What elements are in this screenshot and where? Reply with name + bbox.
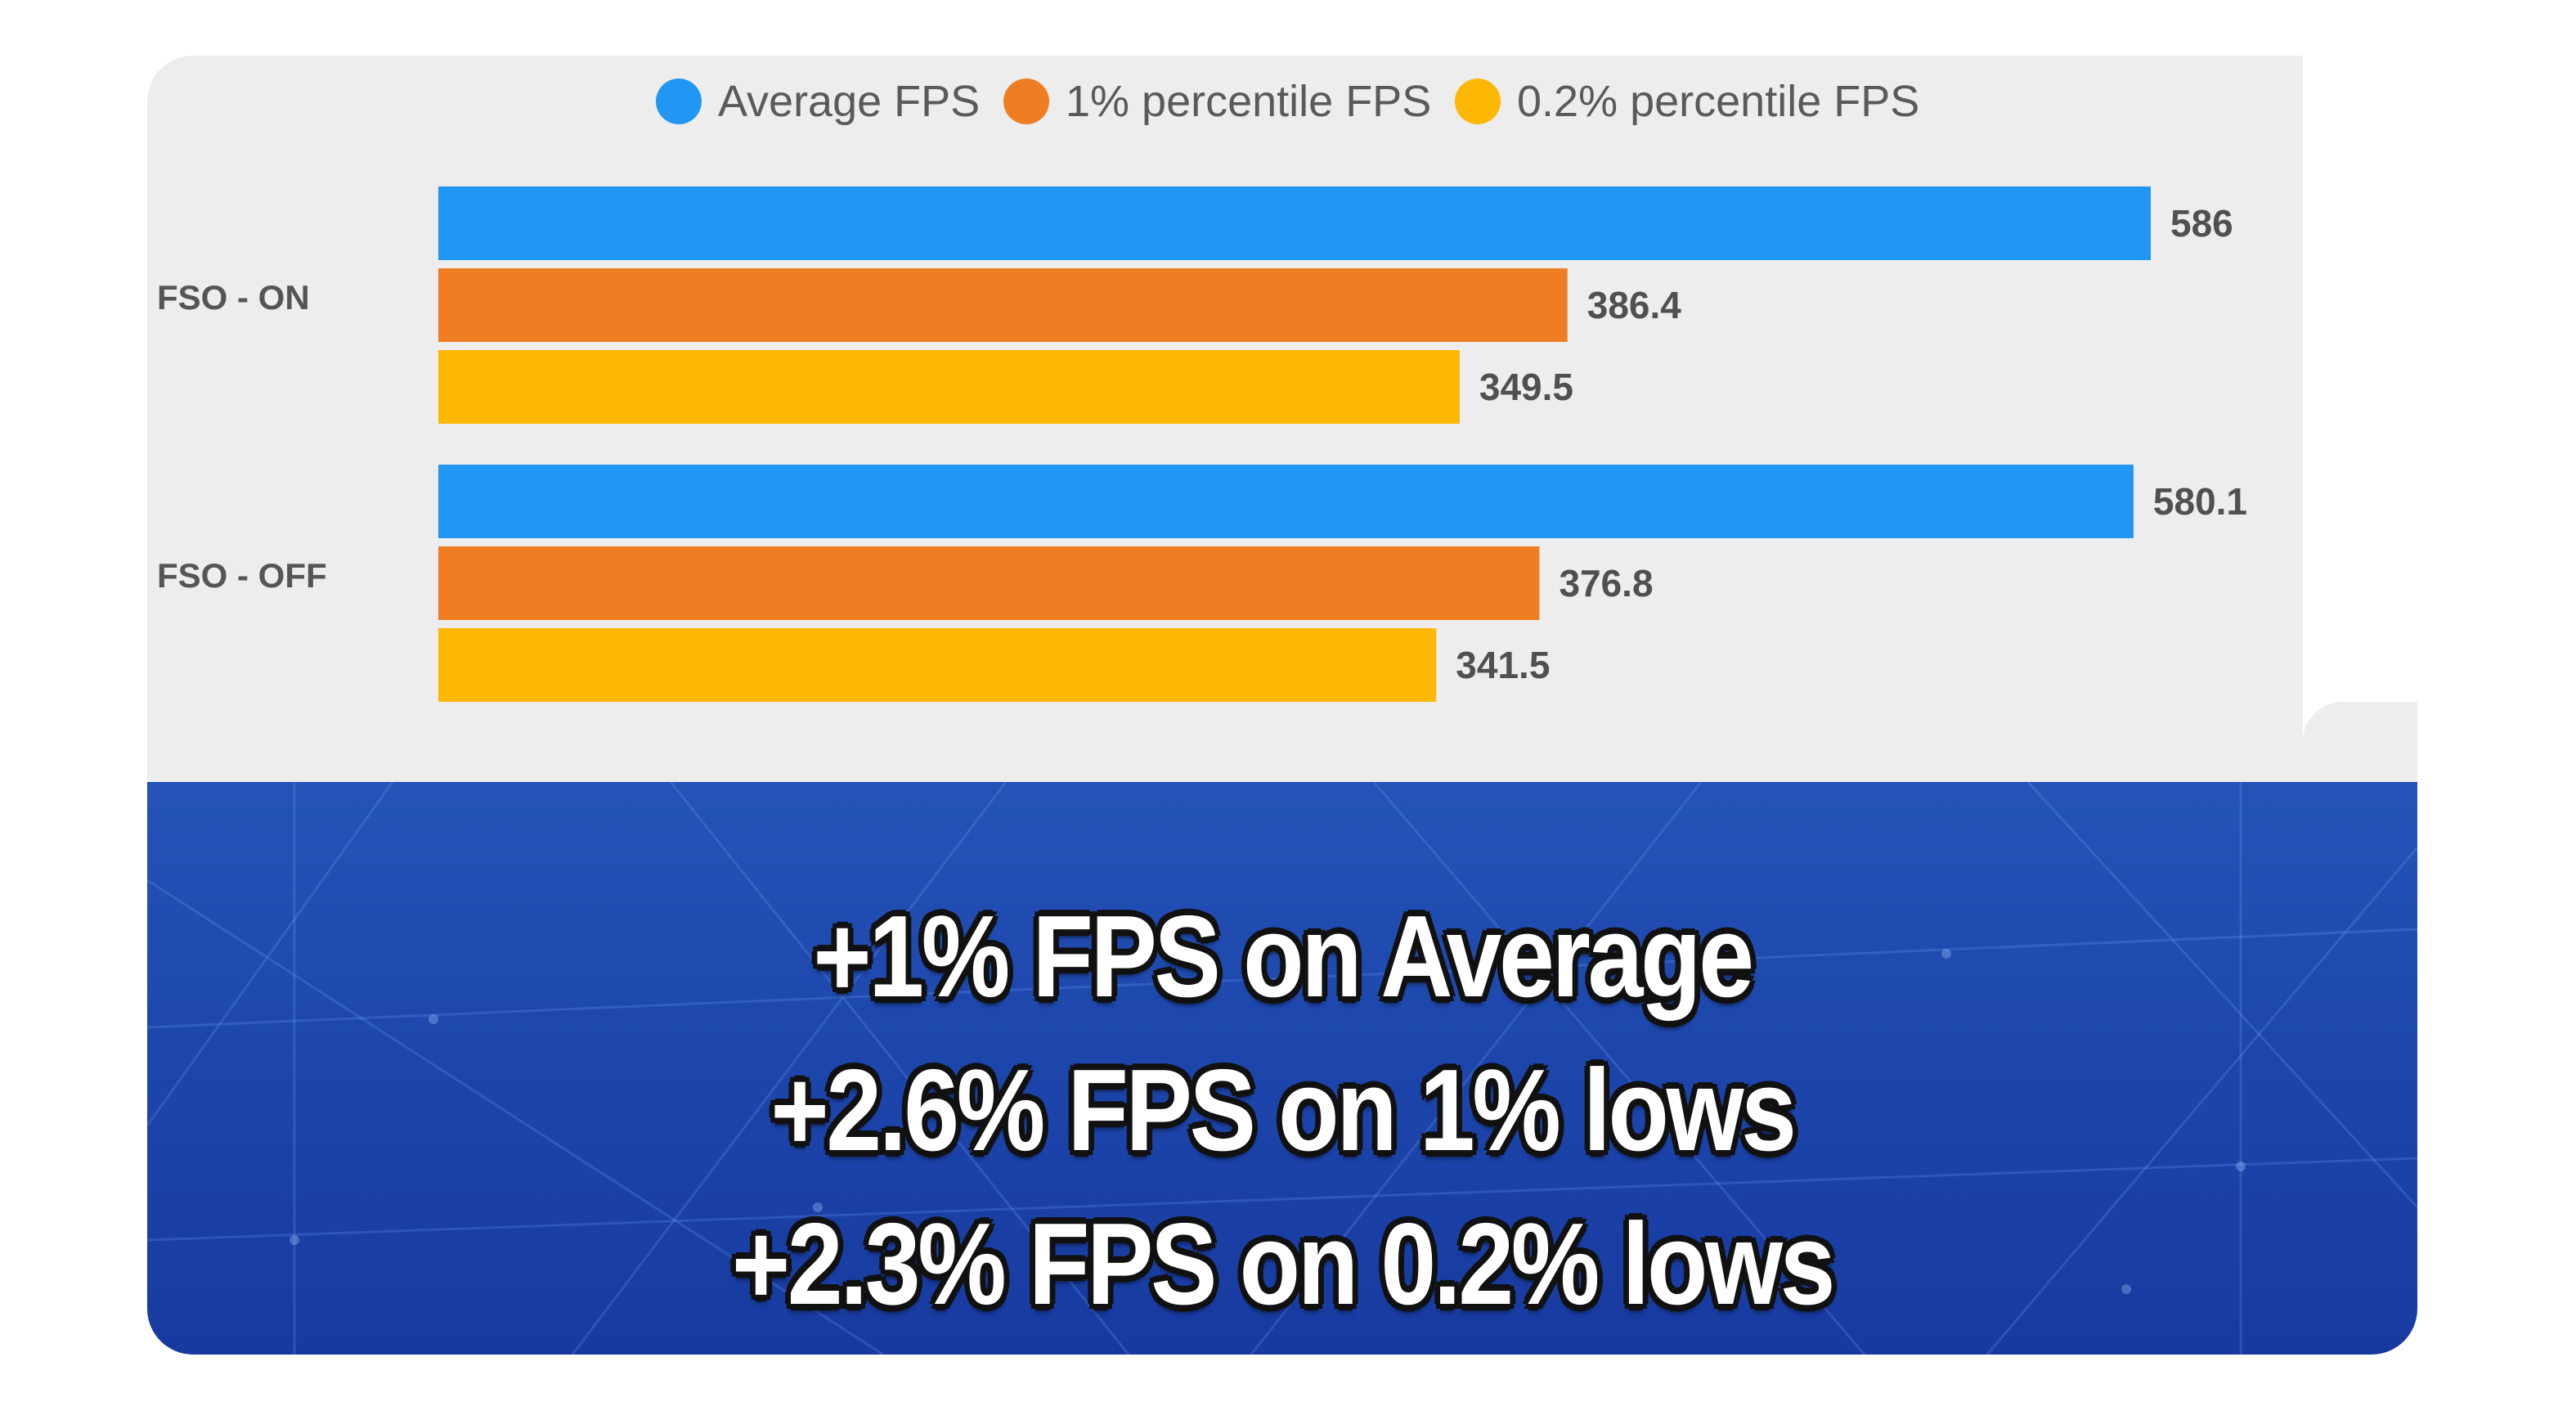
legend-marker-1-percentile-fps <box>1003 79 1049 124</box>
value-label-fso-on-0-2-percentile-fps: 349.5 <box>1479 366 1573 408</box>
legend-label-0-2-percentile-fps: 0.2% percentile FPS <box>1517 77 1919 126</box>
category-label-fso-off: FSO - OFF <box>157 556 327 595</box>
bar-fso-on-1-percentile-fps <box>438 268 1568 342</box>
banner-line-1pct-lows: +2.6% FPS on 1% lows <box>770 1045 1797 1175</box>
banner-line-average: +1% FPS on Average <box>813 892 1754 1022</box>
bar-chart: Average FPS 1% percentile FPS 0.2% percent… <box>157 77 2247 702</box>
value-label-fso-on-1-percentile-fps: 386.4 <box>1587 284 1682 326</box>
bar-fso-off-1-percentile-fps <box>438 546 1540 620</box>
category-label-fso-on: FSO - ON <box>157 278 310 317</box>
legend-marker-average-fps <box>656 79 702 124</box>
bar-fso-on-0-2-percentile-fps <box>438 350 1460 424</box>
comparison-card: Average FPS 1% percentile FPS 0.2% percent… <box>147 56 2417 1355</box>
banner-grid-pattern <box>147 782 2417 1355</box>
legend-label-1-percentile-fps: 1% percentile FPS <box>1066 77 1431 126</box>
bar-fso-off-average-fps <box>438 465 2134 538</box>
bar-fso-off-0-2-percentile-fps <box>438 628 1437 702</box>
value-label-fso-off-average-fps: 580.1 <box>2153 480 2247 523</box>
banner-line-02pct-lows: +2.3% FPS on 0.2% lows <box>731 1199 1836 1329</box>
bar-fso-on-average-fps <box>438 186 2151 260</box>
banner-text-block: +1% FPS on Average +2.6% FPS on 1% lows … <box>147 880 2417 1341</box>
value-label-fso-off-1-percentile-fps: 376.8 <box>1559 562 1653 604</box>
chart-panel: Average FPS 1% percentile FPS 0.2% percent… <box>147 56 2303 782</box>
legend-label-average-fps: Average FPS <box>718 77 980 126</box>
chart-panel-extension <box>2303 702 2417 782</box>
value-label-fso-off-0-2-percentile-fps: 341.5 <box>1456 644 1550 686</box>
value-label-fso-on-average-fps: 586 <box>2170 202 2233 245</box>
results-banner: +1% FPS on Average +2.6% FPS on 1% lows … <box>147 782 2417 1355</box>
legend-marker-0-2-percentile-fps <box>1455 79 1501 124</box>
